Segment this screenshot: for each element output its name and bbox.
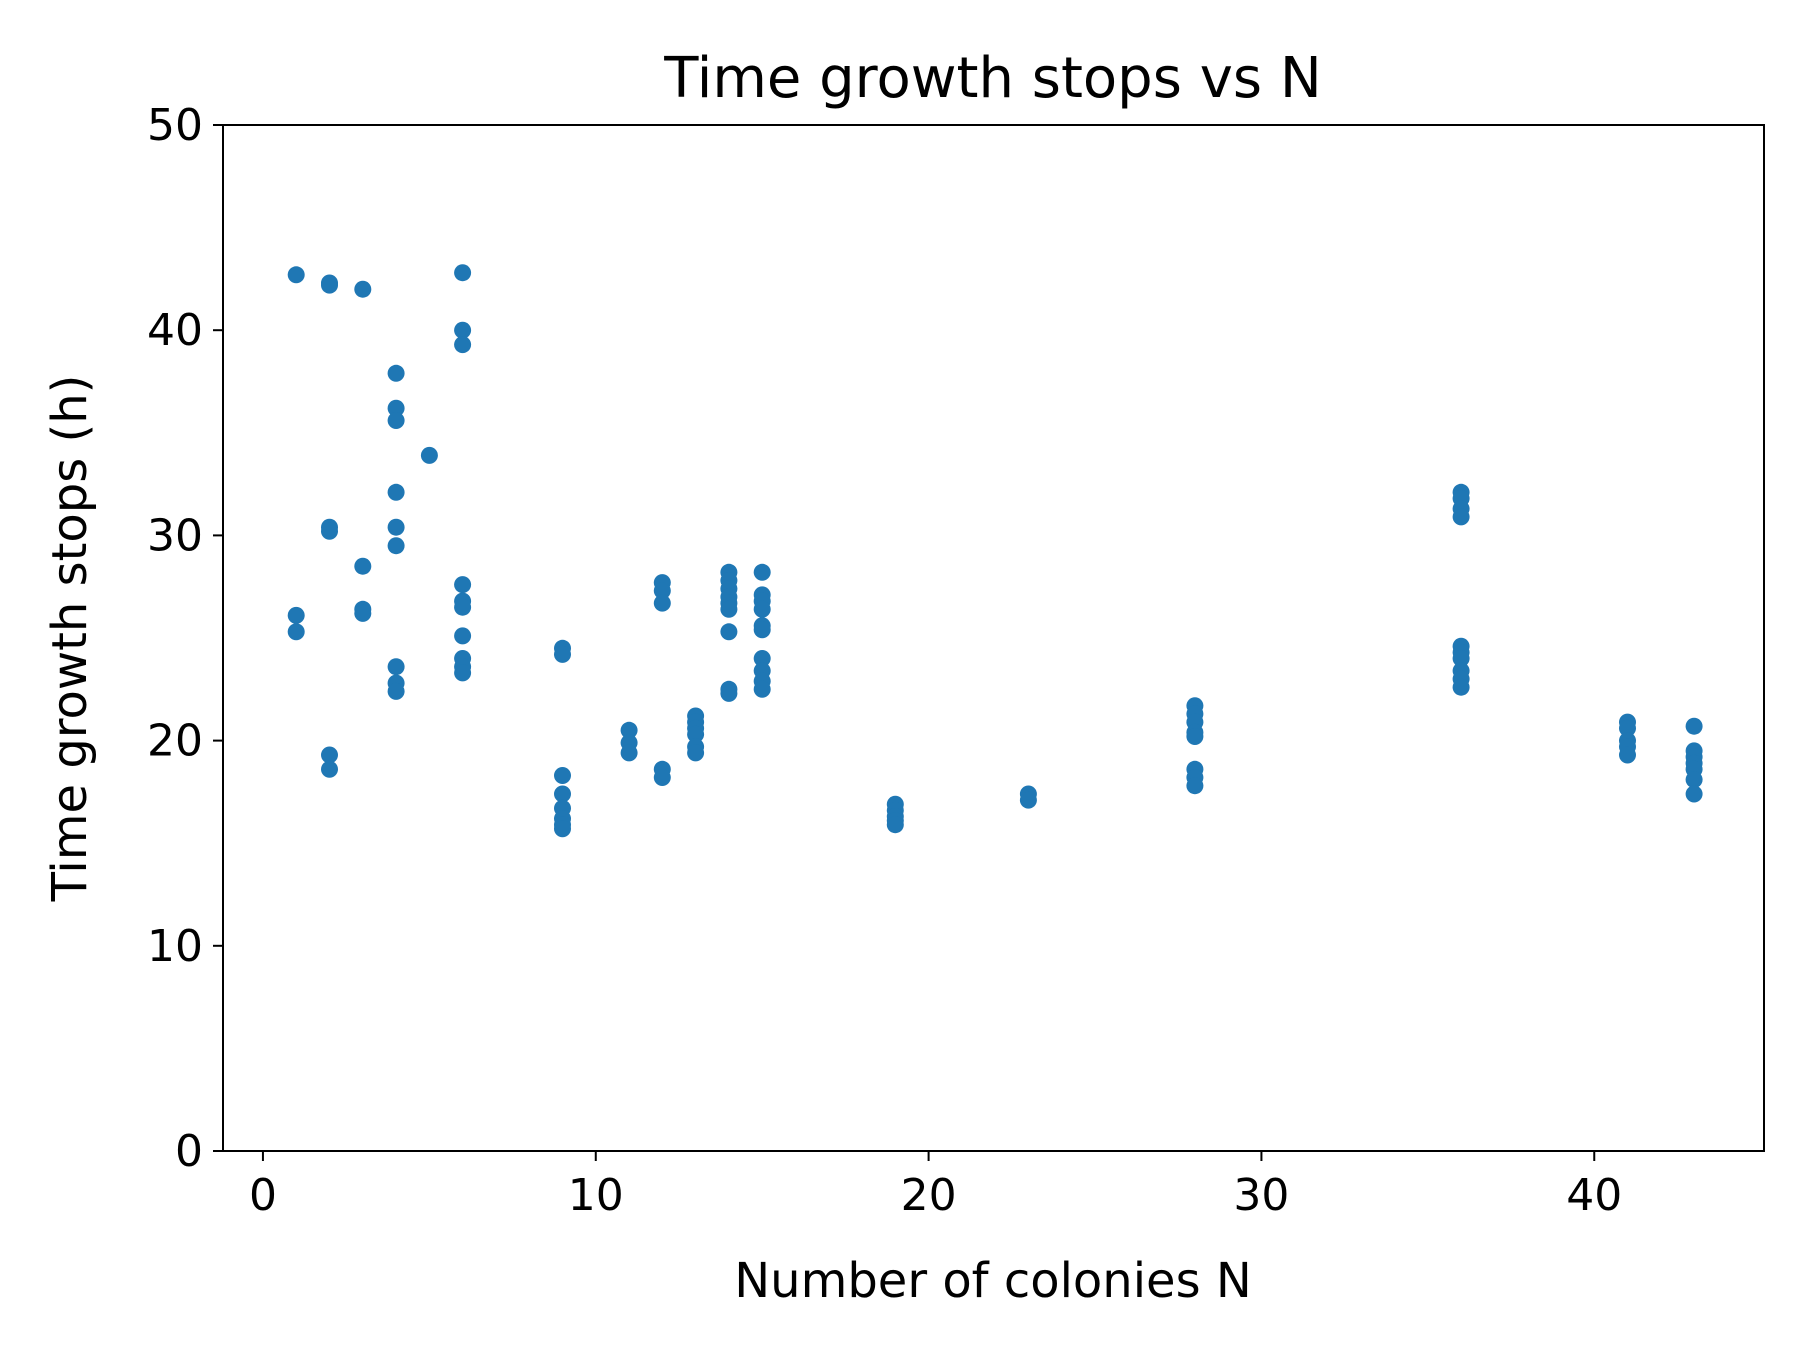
- data-point: [720, 684, 738, 702]
- data-point: [354, 280, 372, 298]
- data-point: [620, 721, 638, 739]
- y-tick-label: 20: [147, 716, 203, 767]
- data-point: [287, 606, 305, 624]
- points-layer: [287, 264, 1703, 838]
- data-point: [1452, 650, 1470, 667]
- data-point: [1186, 777, 1204, 795]
- data-point: [1619, 719, 1636, 737]
- x-axis-title: Number of colonies N: [734, 1253, 1252, 1309]
- y-tick-label: 30: [147, 510, 203, 561]
- y-tick-label: 40: [147, 305, 203, 356]
- data-point: [653, 582, 671, 600]
- data-point: [1452, 678, 1470, 696]
- y-axis: 0 10 20 30 40 50: [147, 100, 223, 1177]
- plot-frame: [222, 124, 1765, 1152]
- data-point: [1685, 785, 1703, 803]
- data-point: [753, 650, 771, 667]
- data-point: [321, 746, 338, 764]
- data-point: [287, 623, 305, 641]
- data-point: [1685, 717, 1703, 735]
- data-point: [753, 600, 771, 618]
- data-point: [387, 412, 405, 429]
- data-point: [387, 682, 405, 700]
- data-point: [454, 264, 472, 282]
- data-point: [720, 623, 738, 641]
- data-point: [454, 321, 472, 339]
- data-point: [886, 816, 904, 834]
- x-tick-label: 10: [568, 1170, 624, 1221]
- data-point: [753, 563, 771, 581]
- data-point: [753, 621, 771, 639]
- data-point: [454, 627, 472, 645]
- y-axis-title: Time growth stops (h): [42, 375, 98, 903]
- data-point: [454, 336, 472, 354]
- data-point: [321, 522, 338, 540]
- data-point: [687, 744, 705, 762]
- y-tick-label: 50: [147, 100, 203, 151]
- data-point: [687, 725, 705, 743]
- data-point: [387, 518, 405, 536]
- x-tick-label: 30: [1233, 1170, 1289, 1221]
- data-point: [387, 537, 405, 555]
- data-point: [1452, 508, 1470, 526]
- data-point: [387, 658, 405, 676]
- data-point: [554, 820, 571, 838]
- data-point: [420, 446, 438, 464]
- x-tick-label: 40: [1566, 1170, 1622, 1221]
- data-point: [454, 576, 472, 594]
- data-point: [387, 399, 405, 417]
- data-point: [753, 680, 771, 698]
- data-point: [387, 483, 405, 501]
- data-point: [554, 785, 571, 803]
- data-point: [1019, 791, 1037, 809]
- data-point: [554, 645, 571, 663]
- data-point: [454, 664, 472, 682]
- x-axis: 0 10 20 30 40: [249, 1151, 1622, 1221]
- data-point: [1685, 771, 1703, 789]
- y-tick-label: 0: [175, 1126, 203, 1177]
- data-point: [720, 600, 738, 618]
- x-tick-label: 0: [249, 1170, 277, 1221]
- data-point: [354, 604, 372, 622]
- data-point: [653, 594, 671, 612]
- data-point: [620, 744, 638, 762]
- chart-title: Time growth stops vs N: [663, 46, 1321, 111]
- data-point: [321, 760, 338, 778]
- data-point: [287, 266, 305, 284]
- data-point: [321, 276, 338, 294]
- data-point: [554, 767, 571, 784]
- data-point: [1619, 746, 1636, 764]
- data-point: [653, 769, 671, 786]
- data-point: [387, 364, 405, 382]
- data-point: [454, 598, 472, 616]
- data-point: [354, 557, 372, 575]
- data-point: [1186, 728, 1204, 745]
- y-tick-label: 10: [147, 921, 203, 972]
- x-tick-label: 20: [901, 1170, 957, 1221]
